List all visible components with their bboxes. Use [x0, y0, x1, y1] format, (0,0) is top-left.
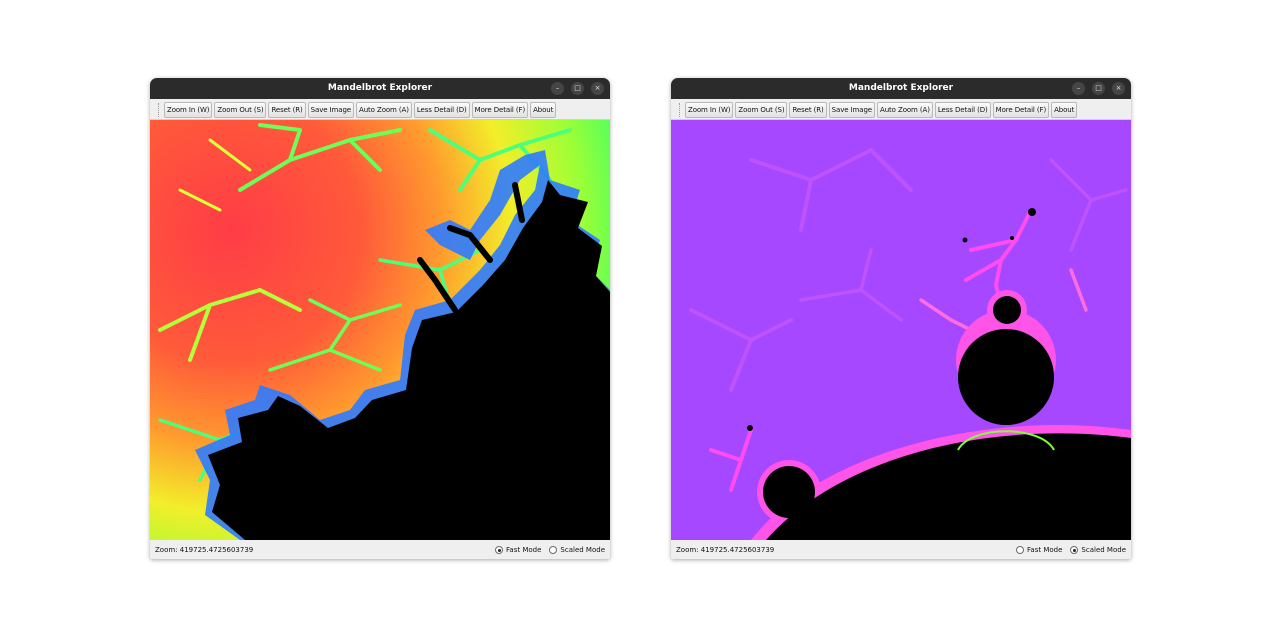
fast-mode-radio-indicator[interactable] [495, 546, 504, 554]
fast-mode-radio[interactable]: Fast Mode [1016, 540, 1062, 559]
auto-zoom-button[interactable]: Auto Zoom (A) [877, 101, 933, 118]
window-controls: – □ × [551, 82, 604, 95]
window-controls: – □ × [1072, 82, 1125, 95]
minimize-button[interactable]: – [1072, 82, 1085, 95]
mode-radio-group: Fast Mode Scaled Mode [495, 540, 605, 559]
reset-button[interactable]: Reset (R) [268, 101, 306, 118]
mode-radio-group: Fast Mode Scaled Mode [1016, 540, 1126, 559]
close-button[interactable]: × [591, 82, 604, 95]
fast-mode-label: Fast Mode [506, 546, 542, 554]
maximize-button[interactable]: □ [1092, 82, 1105, 95]
fast-mode-label: Fast Mode [1027, 546, 1063, 554]
window-titlebar[interactable]: Mandelbrot Explorer – □ × [671, 78, 1131, 99]
less-detail-button[interactable]: Less Detail (D) [413, 101, 470, 118]
about-button[interactable]: About [1051, 101, 1078, 118]
mandelbrot-window-right: Mandelbrot Explorer – □ × Zoom In (W) Zo… [671, 78, 1131, 559]
save-image-button[interactable]: Save Image [828, 101, 876, 118]
mandelbrot-window-left: Mandelbrot Explorer – □ × Zoom In (W) Zo… [150, 78, 610, 559]
zoom-in-button[interactable]: Zoom In (W) [685, 101, 734, 118]
save-image-button[interactable]: Save Image [307, 101, 355, 118]
more-detail-button[interactable]: More Detail (F) [992, 101, 1050, 118]
status-bar: Zoom: 419725.4725603739 Fast Mode Scaled… [671, 540, 1131, 559]
scaled-mode-radio[interactable]: Scaled Mode [549, 540, 605, 559]
zoom-in-button[interactable]: Zoom In (W) [164, 101, 213, 118]
zoom-readout: Zoom: 419725.4725603739 [676, 546, 775, 554]
zoom-readout: Zoom: 419725.4725603739 [155, 546, 254, 554]
status-bar: Zoom: 419725.4725603739 Fast Mode Scaled… [150, 540, 610, 559]
reset-button[interactable]: Reset (R) [789, 101, 827, 118]
window-title: Mandelbrot Explorer [848, 83, 954, 93]
zoom-out-button[interactable]: Zoom Out (S) [735, 101, 788, 118]
scaled-mode-label: Scaled Mode [1081, 546, 1126, 554]
scaled-mode-label: Scaled Mode [560, 546, 605, 554]
less-detail-button[interactable]: Less Detail (D) [934, 101, 991, 118]
fast-mode-radio[interactable]: Fast Mode [495, 540, 541, 559]
close-button[interactable]: × [1112, 82, 1125, 95]
toolbar: Zoom In (W) Zoom Out (S) Reset (R) Save … [150, 99, 610, 120]
scaled-mode-radio-indicator[interactable] [1070, 546, 1079, 554]
more-detail-button[interactable]: More Detail (F) [471, 101, 529, 118]
minimize-button[interactable]: – [551, 82, 564, 95]
window-titlebar[interactable]: Mandelbrot Explorer – □ × [150, 78, 610, 99]
scaled-mode-radio-indicator[interactable] [549, 546, 558, 554]
zoom-out-button[interactable]: Zoom Out (S) [214, 101, 267, 118]
fast-mode-radio-indicator[interactable] [1016, 546, 1025, 554]
toolbar: Zoom In (W) Zoom Out (S) Reset (R) Save … [671, 99, 1131, 120]
fractal-image [671, 120, 1131, 540]
scaled-mode-radio[interactable]: Scaled Mode [1070, 540, 1126, 559]
window-title: Mandelbrot Explorer [327, 83, 433, 93]
fractal-image [150, 120, 610, 540]
fractal-canvas[interactable] [671, 120, 1131, 540]
maximize-button[interactable]: □ [571, 82, 584, 95]
about-button[interactable]: About [530, 101, 557, 118]
fractal-canvas[interactable] [150, 120, 610, 540]
auto-zoom-button[interactable]: Auto Zoom (A) [356, 101, 412, 118]
